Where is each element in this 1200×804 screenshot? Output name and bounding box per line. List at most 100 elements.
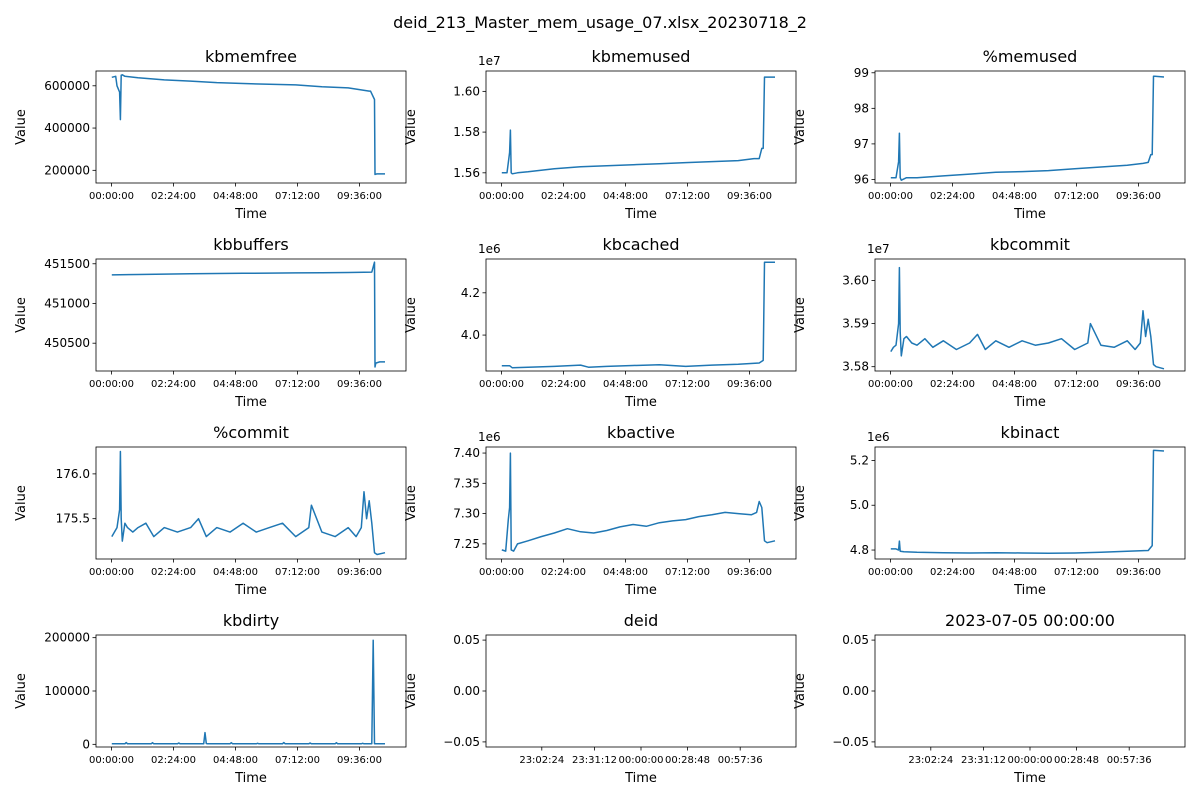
x-tick-label: 09:36:00 — [1116, 567, 1161, 578]
y-tick-label: 5.2 — [850, 453, 869, 467]
x-tick-label: 23:31:12 — [572, 755, 617, 766]
y-tick-label: 0.00 — [842, 684, 869, 698]
x-tick-label: 07:12:00 — [1054, 191, 1099, 202]
x-tick-label: 00:28:48 — [665, 755, 710, 766]
y-tick-label: 97 — [854, 137, 869, 151]
y-tick-label: 175.5 — [56, 512, 90, 526]
x-axis-label: Time — [624, 395, 657, 410]
x-axis-label: Time — [1013, 583, 1046, 598]
y-axis-label: Value — [793, 673, 808, 709]
y-tick-label: 7.35 — [453, 476, 480, 490]
x-tick-label: 00:00:00 — [1008, 755, 1053, 766]
axes-frame — [874, 258, 1186, 372]
subplot-title: kbdirty — [223, 611, 279, 630]
series-line — [890, 449, 1165, 554]
axis-offset-label: 1e7 — [867, 242, 890, 256]
x-tick-label: 09:36:00 — [337, 191, 382, 202]
axis-offset-label: 1e6 — [478, 242, 501, 256]
x-tick-label: 09:36:00 — [727, 191, 772, 202]
x-tick-label: 02:24:00 — [151, 755, 196, 766]
x-tick-label: 02:24:00 — [151, 567, 196, 578]
y-axis-label: Value — [793, 109, 808, 145]
x-tick-label: 00:00:00 — [479, 191, 524, 202]
y-axis-label: Value — [14, 673, 29, 709]
x-tick-label: 00:00:00 — [89, 191, 134, 202]
y-tick-label: 176.0 — [56, 467, 90, 481]
y-tick-label: 98 — [854, 101, 869, 115]
x-tick-label: 00:00:00 — [868, 567, 913, 578]
x-tick-label: 02:24:00 — [930, 567, 975, 578]
y-tick-label: 0.05 — [453, 633, 480, 647]
x-tick-label: 07:12:00 — [665, 567, 710, 578]
x-tick-label: 04:48:00 — [992, 567, 1037, 578]
figure-title: deid_213_Master_mem_usage_07.xlsx_202307… — [393, 13, 807, 32]
y-tick-label: 3.58 — [842, 360, 869, 374]
subplot-kbdirty: 0 100000 200000 00:00:00 02:24:00 04:48:00 07:… — [14, 611, 407, 786]
x-tick-label: 04:48:00 — [603, 191, 648, 202]
x-tick-label: 04:48:00 — [603, 567, 648, 578]
subplot--memused: 96 97 98 99 00:00:00 02:24:00 04:48:00 07:12:00… — [793, 47, 1186, 222]
x-axis-label: Time — [234, 583, 267, 598]
x-axis-label: Time — [1013, 395, 1046, 410]
x-axis-label: Time — [624, 207, 657, 222]
axes-frame — [485, 258, 797, 372]
x-tick-label: 04:48:00 — [213, 191, 258, 202]
subplot-title: kbinact — [1001, 423, 1060, 442]
subplot-title: kbcached — [603, 235, 680, 254]
series-line — [501, 261, 775, 369]
axis-offset-label: 1e7 — [478, 54, 501, 68]
y-axis-label: Value — [793, 297, 808, 333]
x-tick-label: 09:36:00 — [727, 379, 772, 390]
subplot-kbbuffers: 450500 451000 451500 00:00:00 02:24:00 04:48:… — [14, 235, 407, 410]
series-line — [501, 76, 775, 175]
y-tick-label: 451500 — [44, 257, 90, 271]
x-tick-label: 09:36:00 — [1116, 191, 1161, 202]
y-tick-label: 4.8 — [850, 543, 869, 557]
x-tick-label: 23:02:24 — [519, 755, 564, 766]
y-axis-label: Value — [793, 485, 808, 521]
y-tick-label: 4.0 — [461, 328, 480, 342]
subplot-title: kbmemfree — [205, 47, 297, 66]
x-tick-label: 00:00:00 — [89, 567, 134, 578]
x-tick-label: 04:48:00 — [213, 379, 258, 390]
subplot-kbmemused: 1.56 1.58 1.60 00:00:00 02:24:00 04:48:00 07:1… — [404, 47, 797, 222]
y-tick-label: −0.05 — [443, 735, 480, 749]
axes-frame — [95, 634, 407, 748]
x-tick-label: 02:24:00 — [541, 379, 586, 390]
x-tick-label: 02:24:00 — [151, 191, 196, 202]
x-tick-label: 04:48:00 — [213, 755, 258, 766]
y-tick-label: 3.60 — [842, 274, 869, 288]
series-line — [111, 74, 385, 176]
y-tick-label: 7.30 — [453, 507, 480, 521]
y-tick-label: 1.58 — [453, 125, 480, 139]
x-axis-label: Time — [234, 207, 267, 222]
y-tick-label: 7.25 — [453, 537, 480, 551]
x-tick-label: 09:36:00 — [1116, 379, 1161, 390]
y-axis-label: Value — [404, 673, 419, 709]
x-tick-label: 04:48:00 — [992, 191, 1037, 202]
axes-frame — [485, 634, 797, 748]
x-tick-label: 04:48:00 — [213, 567, 258, 578]
x-tick-label: 09:36:00 — [337, 379, 382, 390]
x-tick-label: 02:24:00 — [541, 191, 586, 202]
x-tick-label: 02:24:00 — [930, 379, 975, 390]
x-tick-label: 07:12:00 — [1054, 379, 1099, 390]
x-tick-label: 09:36:00 — [337, 567, 382, 578]
y-tick-label: 3.59 — [842, 317, 869, 331]
y-tick-label: 200000 — [44, 631, 90, 645]
x-tick-label: 00:57:36 — [1107, 755, 1152, 766]
x-tick-label: 00:00:00 — [89, 379, 134, 390]
y-axis-label: Value — [404, 109, 419, 145]
x-tick-label: 04:48:00 — [603, 379, 648, 390]
subplot-title: %commit — [213, 423, 289, 442]
y-tick-label: 451000 — [44, 296, 90, 310]
subplot-kbmemfree: 200000 400000 600000 00:00:00 02:24:00 04:48:… — [14, 47, 407, 222]
x-tick-label: 00:57:36 — [718, 755, 763, 766]
x-axis-label: Time — [1013, 207, 1046, 222]
x-axis-label: Time — [624, 771, 657, 786]
x-tick-label: 00:00:00 — [479, 567, 524, 578]
axes-frame — [485, 70, 797, 184]
y-axis-label: Value — [404, 297, 419, 333]
